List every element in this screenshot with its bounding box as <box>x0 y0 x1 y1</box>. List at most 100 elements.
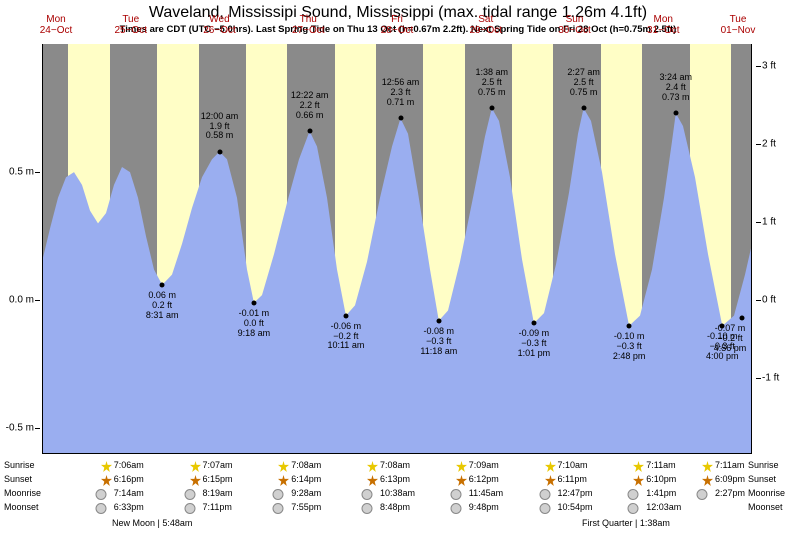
sunset-time: 6:11pm <box>558 474 587 484</box>
tide-annotation: -0.09 m−0.3 ft1:01 pm <box>518 329 551 359</box>
tide-annotation: -0.08 m−0.3 ft11:18 am <box>420 327 457 357</box>
y-tick-left: 0.5 m <box>9 167 34 178</box>
moonset-icon <box>184 503 195 514</box>
tide-extremum-point <box>343 313 348 318</box>
tide-annotation: 12:00 am1.9 ft0.58 m <box>201 112 239 142</box>
y-tick-right: 0 ft <box>762 295 776 306</box>
tide-annotation: 0.06 m0.2 ft8:31 am <box>146 291 179 321</box>
sunrise-icon <box>545 461 556 475</box>
tide-extremum-point <box>673 111 678 116</box>
sunset-icon <box>633 475 644 489</box>
moonrise-time: 12:47pm <box>558 488 593 498</box>
moonrise-time: 7:14am <box>114 488 144 498</box>
chart-area: Mon24−OctTue25−OctWed26−OctThu27−OctFri2… <box>42 44 752 454</box>
moon-phase-left: New Moon | 5:48am <box>112 518 192 528</box>
sunrise-time: 7:06am <box>114 460 144 470</box>
moonrise-icon <box>697 489 708 500</box>
row-label: Sunrise <box>4 460 54 470</box>
date-label: Tue01−Nov <box>708 14 768 36</box>
sunset-icon <box>545 475 556 489</box>
moonrise-time: 9:28am <box>291 488 321 498</box>
sunrise-time: 7:11am <box>646 460 675 470</box>
tide-extremum-point <box>627 323 632 328</box>
sunset-time: 6:13pm <box>380 474 410 484</box>
moonrise-icon <box>628 489 639 500</box>
y-tick-right: 1 ft <box>762 217 776 228</box>
moonset-time: 8:48pm <box>380 502 410 512</box>
daylight-band <box>601 44 642 454</box>
tide-extremum-point <box>251 300 256 305</box>
row-label: Sunrise <box>748 460 796 470</box>
tide-extremum-point <box>436 318 441 323</box>
row-label: Moonrise <box>748 488 796 498</box>
y-tick-right: 3 ft <box>762 60 776 71</box>
tide-annotation: -0.10 m−0.3 ft2:48 pm <box>613 332 646 362</box>
y-tick-left: -0.5 m <box>6 423 34 434</box>
moonset-time: 10:54pm <box>558 502 593 512</box>
moonset-time: 7:11pm <box>203 502 232 512</box>
moonset-time: 7:55pm <box>291 502 321 512</box>
date-label: Fri28−Oct <box>367 14 427 36</box>
tide-extremum-point <box>531 321 536 326</box>
sunset-time: 6:16pm <box>114 474 144 484</box>
moonset-time: 9:48pm <box>469 502 499 512</box>
sunrise-time: 7:07am <box>203 460 233 470</box>
row-label: Moonset <box>4 502 54 512</box>
moonrise-icon <box>450 489 461 500</box>
daylight-band <box>335 44 376 454</box>
tide-annotation: 3:24 am2.4 ft0.73 m <box>660 73 693 103</box>
moonset-time: 6:33pm <box>114 502 144 512</box>
daylight-band <box>512 44 553 454</box>
tide-extremum-point <box>398 116 403 121</box>
tide-extremum-point <box>217 149 222 154</box>
footer-row-moonrise: MoonriseMoonrise7:14am8:19am9:28am10:38a… <box>42 488 752 502</box>
sunrise-time: 7:08am <box>380 460 410 470</box>
date-label: Thu27−Oct <box>278 14 338 36</box>
date-label: Wed26−Oct <box>190 14 250 36</box>
moonrise-icon <box>184 489 195 500</box>
row-label: Sunset <box>4 474 54 484</box>
daylight-band <box>246 44 287 454</box>
sunrise-time: 7:11am <box>715 460 744 470</box>
sunrise-icon <box>101 461 112 475</box>
moonset-icon <box>628 503 639 514</box>
tide-annotation: -0.07 m−0.2 ft4:56 pm <box>714 324 747 354</box>
y-axis-right: -1 ft0 ft1 ft2 ft3 ft <box>756 44 796 454</box>
moonset-time: 12:03am <box>646 502 681 512</box>
moonrise-icon <box>95 489 106 500</box>
y-axis-left: -0.5 m0.0 m0.5 m <box>0 44 40 454</box>
tide-extremum-point <box>581 106 586 111</box>
date-label: Tue25−Oct <box>101 14 161 36</box>
daylight-band <box>690 44 731 454</box>
sunset-icon <box>367 475 378 489</box>
sunrise-icon <box>702 461 713 475</box>
tide-extremum-point <box>740 316 745 321</box>
sunrise-icon <box>367 461 378 475</box>
moonrise-icon <box>273 489 284 500</box>
tide-annotation: 1:38 am2.5 ft0.75 m <box>476 68 509 98</box>
astronomical-footer: SunriseSunrise7:06am7:07am7:08am7:08am7:… <box>42 460 752 516</box>
date-label: Sun30−Oct <box>545 14 605 36</box>
moonrise-time: 2:27pm <box>715 488 745 498</box>
footer-row-moonset: MoonsetMoonset6:33pm7:11pm7:55pm8:48pm9:… <box>42 502 752 516</box>
sunrise-icon <box>190 461 201 475</box>
moonrise-time: 11:45am <box>469 488 503 498</box>
moonset-icon <box>450 503 461 514</box>
sunset-time: 6:09pm <box>715 474 745 484</box>
moonrise-time: 1:41pm <box>646 488 676 498</box>
moonrise-icon <box>362 489 373 500</box>
daylight-band <box>157 44 199 454</box>
sunrise-icon <box>456 461 467 475</box>
tide-extremum-point <box>307 129 312 134</box>
tide-annotation: 2:27 am2.5 ft0.75 m <box>567 68 600 98</box>
moonset-icon <box>95 503 106 514</box>
footer-row-sunrise: SunriseSunrise7:06am7:07am7:08am7:08am7:… <box>42 460 752 474</box>
sunset-time: 6:10pm <box>646 474 676 484</box>
moonrise-icon <box>539 489 550 500</box>
date-label: Mon24−Oct <box>26 14 86 36</box>
date-label: Sat29−Oct <box>456 14 516 36</box>
daylight-band <box>423 44 464 454</box>
tide-annotation: -0.06 m−0.2 ft10:11 am <box>327 322 364 352</box>
moonrise-time: 8:19am <box>203 488 233 498</box>
tide-extremum-point <box>160 282 165 287</box>
